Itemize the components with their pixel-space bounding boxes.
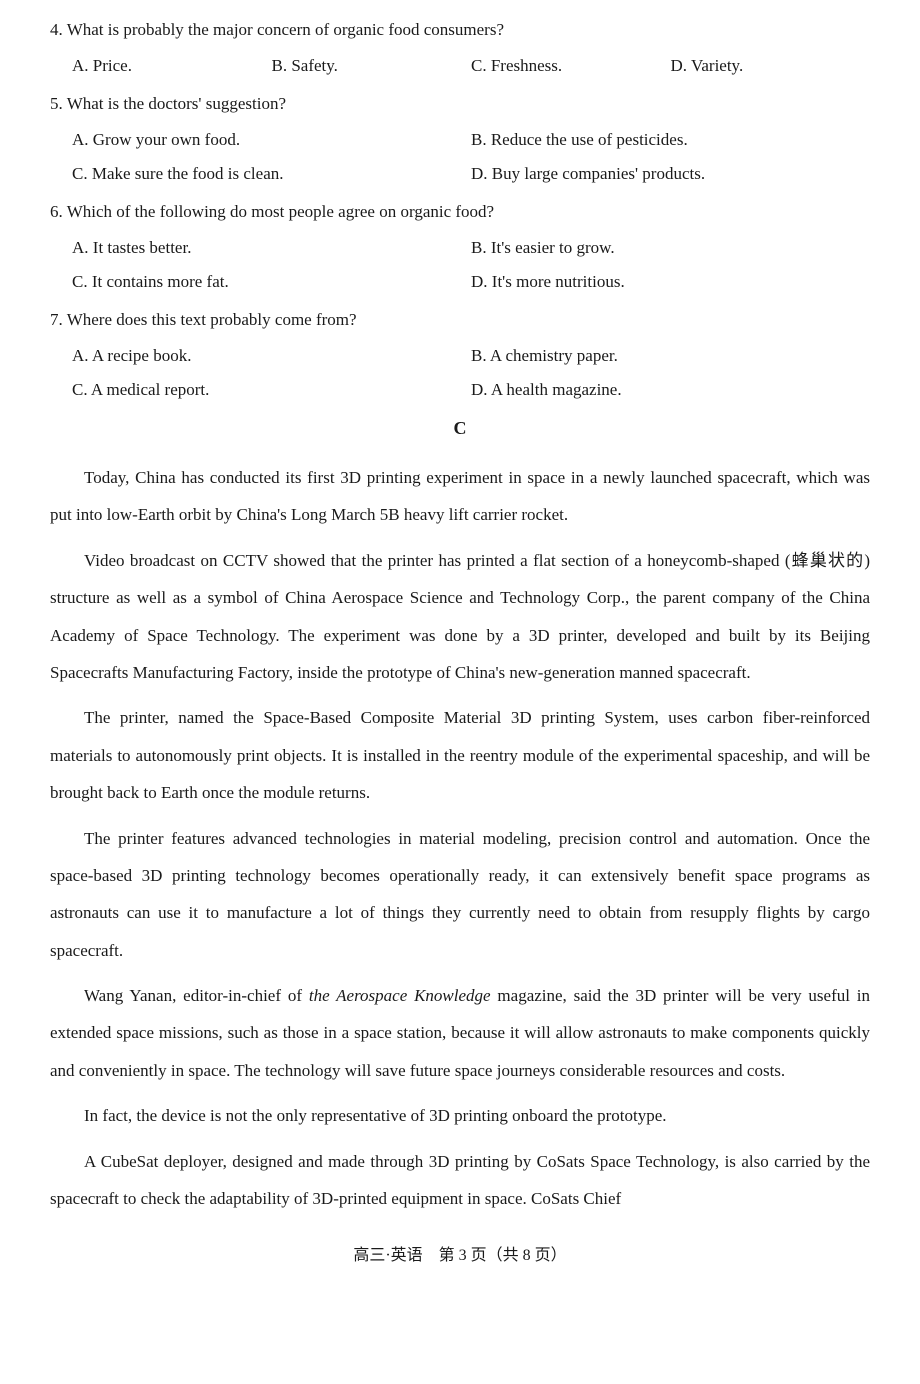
option-b: B. Safety. [272,56,472,76]
italic-title: the Aerospace Knowledge [309,986,491,1005]
options-row: C. Make sure the food is clean. D. Buy l… [50,164,870,184]
section-label: C [50,418,870,439]
paragraph-6: In fact, the device is not the only repr… [50,1097,870,1134]
option-b: B. A chemistry paper. [471,346,870,366]
option-a: A. Price. [72,56,272,76]
question-text: 5. What is the doctors' suggestion? [50,94,870,114]
paragraph-7: A CubeSat deployer, designed and made th… [50,1143,870,1218]
options-row: A. Grow your own food. B. Reduce the use… [50,130,870,150]
option-b: B. Reduce the use of pesticides. [471,130,870,150]
option-a: A. A recipe book. [72,346,471,366]
option-d: D. Variety. [671,56,871,76]
question-6: 6. Which of the following do most people… [50,202,870,292]
option-c: C. It contains more fat. [72,272,471,292]
question-text: 6. Which of the following do most people… [50,202,870,222]
paragraph-2: Video broadcast on CCTV showed that the … [50,542,870,692]
question-5: 5. What is the doctors' suggestion? A. G… [50,94,870,184]
option-c: C. Freshness. [471,56,671,76]
options-row: C. A medical report. D. A health magazin… [50,380,870,400]
passage: Today, China has conducted its first 3D … [50,459,870,1217]
option-d: D. Buy large companies' products. [471,164,870,184]
option-b: B. It's easier to grow. [471,238,870,258]
question-4: 4. What is probably the major concern of… [50,20,870,76]
page-footer: 高三·英语 第 3 页（共 8 页） [50,1241,870,1265]
paragraph-4: The printer features advanced technologi… [50,820,870,970]
options-row: A. It tastes better. B. It's easier to g… [50,238,870,258]
paragraph-5: Wang Yanan, editor-in-chief of the Aeros… [50,977,870,1089]
question-7: 7. Where does this text probably come fr… [50,310,870,400]
option-d: D. It's more nutritious. [471,272,870,292]
options-row: A. A recipe book. B. A chemistry paper. [50,346,870,366]
option-c: C. A medical report. [72,380,471,400]
options-row: C. It contains more fat. D. It's more nu… [50,272,870,292]
paragraph-3: The printer, named the Space-Based Compo… [50,699,870,811]
question-text: 7. Where does this text probably come fr… [50,310,870,330]
option-c: C. Make sure the food is clean. [72,164,471,184]
option-d: D. A health magazine. [471,380,870,400]
question-text: 4. What is probably the major concern of… [50,20,870,40]
option-a: A. It tastes better. [72,238,471,258]
paragraph-1: Today, China has conducted its first 3D … [50,459,870,534]
option-a: A. Grow your own food. [72,130,471,150]
options-row: A. Price. B. Safety. C. Freshness. D. Va… [50,56,870,76]
